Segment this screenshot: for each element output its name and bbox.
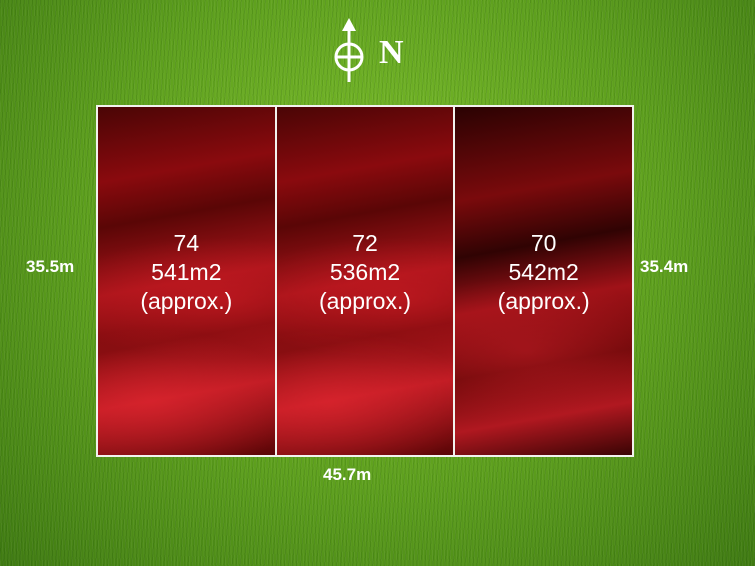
lot-note: (approx.) [497,288,590,314]
north-arrow-icon [334,18,364,82]
lot-number: 72 [352,230,378,256]
lot-area: 541m2 [151,259,222,285]
north-label: N [379,34,404,71]
left-dimension: 35.5m [26,257,75,276]
bottom-dimension: 45.7m [323,465,372,484]
lot-area: 536m2 [329,259,401,285]
lot-72: 72 536m2 (approx.) [274,107,454,455]
lot-note: (approx.) [140,288,233,314]
lot-area: 542m2 [508,259,579,285]
site-plan: 74 541m2 (approx.) 72 536m2 (approx.) 70… [96,105,634,457]
lot-note: (approx.) [318,288,412,314]
lot-number: 74 [173,230,200,256]
lot-number: 70 [530,230,557,256]
north-indicator: N [333,16,413,86]
lot-74: 74 541m2 (approx.) [98,107,275,455]
right-dimension: 35.4m [640,257,689,276]
lot-70: 70 542m2 (approx.) [453,107,633,455]
